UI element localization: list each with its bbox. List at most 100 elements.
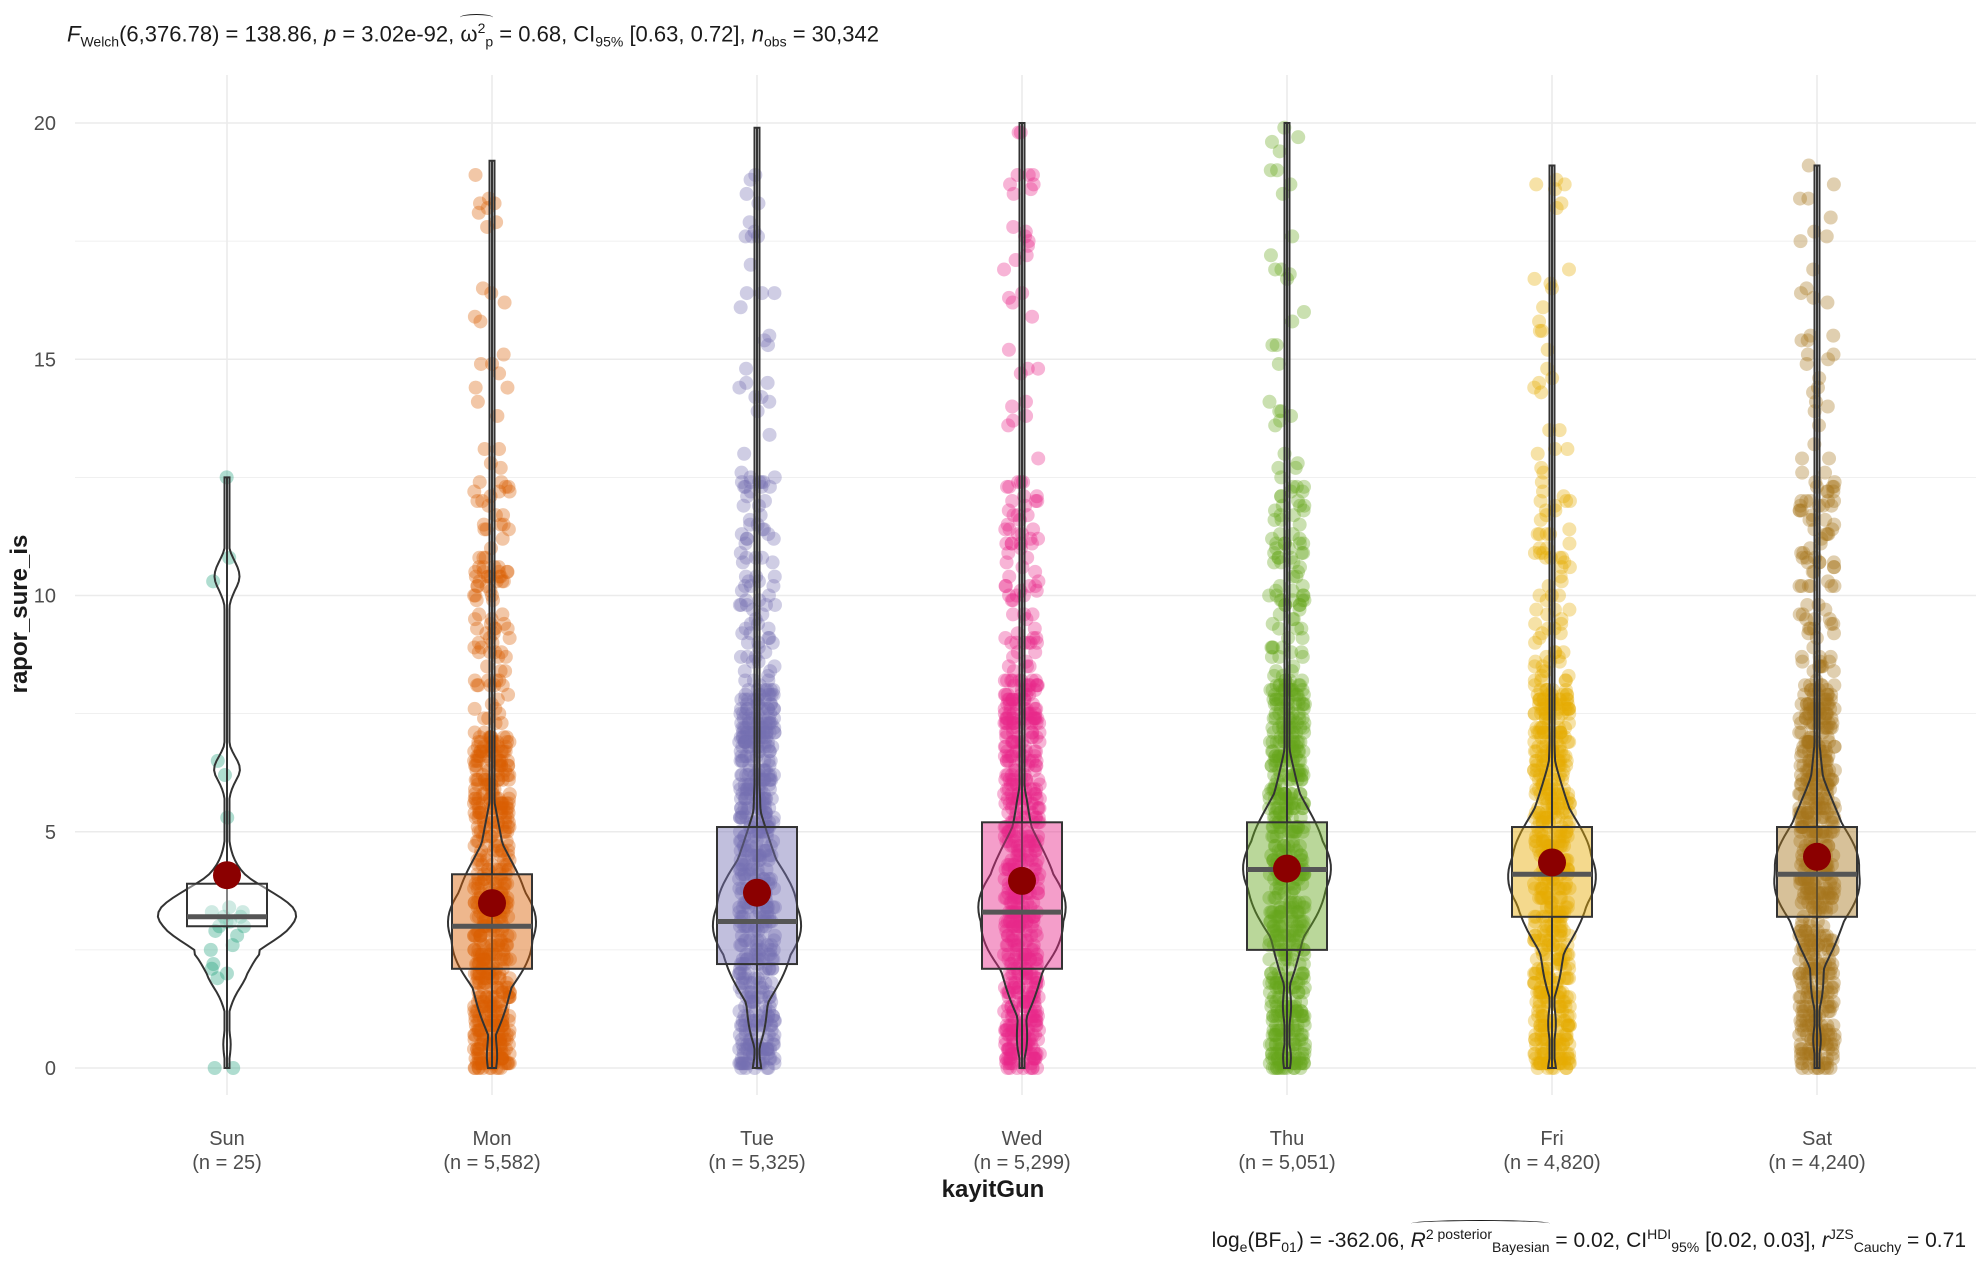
data-point <box>471 909 486 924</box>
data-point <box>738 706 753 721</box>
data-point <box>495 678 510 693</box>
data-point <box>470 881 485 896</box>
data-point <box>1826 994 1841 1009</box>
data-point <box>1826 177 1841 192</box>
data-point <box>732 777 747 792</box>
data-point <box>764 938 779 953</box>
data-point <box>1029 631 1044 646</box>
data-point <box>474 843 489 858</box>
data-point <box>471 749 486 764</box>
data-point <box>500 801 515 816</box>
data-point <box>494 980 509 995</box>
data-point <box>467 673 482 688</box>
data-point <box>492 758 507 773</box>
data-point <box>747 848 762 863</box>
data-point <box>473 805 488 820</box>
data-point <box>1020 238 1035 253</box>
data-point <box>764 848 779 863</box>
data-point <box>739 947 754 962</box>
data-point <box>741 683 756 697</box>
data-point <box>1269 541 1284 556</box>
data-point <box>471 805 486 820</box>
data-point <box>767 286 782 301</box>
data-point <box>738 857 753 872</box>
data-point <box>737 867 752 882</box>
data-point <box>739 531 754 546</box>
data-point <box>472 805 487 820</box>
data-point <box>479 848 494 863</box>
x-tick-count: (n = 25) <box>192 1152 261 1174</box>
data-point <box>735 786 750 801</box>
data-point <box>1006 1056 1021 1071</box>
data-point <box>492 442 507 457</box>
data-point <box>203 942 218 957</box>
data-point <box>483 938 498 953</box>
data-point <box>468 1061 483 1075</box>
data-point <box>492 753 507 768</box>
data-point <box>764 975 779 990</box>
data-point <box>493 569 508 584</box>
box-mon <box>451 873 533 970</box>
data-point <box>1029 583 1044 598</box>
data-point <box>467 1027 482 1042</box>
data-point <box>1820 527 1835 542</box>
data-point <box>467 1042 482 1057</box>
data-point <box>499 1056 514 1071</box>
data-point <box>732 872 747 886</box>
data-point <box>1528 1032 1543 1047</box>
data-point <box>471 975 486 990</box>
data-point <box>469 796 484 811</box>
data-point <box>1806 290 1821 305</box>
data-point <box>495 1018 510 1033</box>
data-point <box>468 167 483 182</box>
data-point <box>757 494 772 508</box>
data-point <box>471 1046 486 1061</box>
data-point <box>737 966 752 981</box>
data-point <box>204 961 219 976</box>
y-tick-label: 10 <box>34 586 56 608</box>
data-point <box>767 900 782 915</box>
data-point <box>762 772 777 787</box>
data-point <box>471 635 486 650</box>
data-point <box>495 938 510 953</box>
data-point <box>1824 498 1839 513</box>
data-point <box>479 853 494 868</box>
data-point <box>735 810 750 825</box>
data-point <box>469 1056 484 1071</box>
data-point <box>766 579 781 594</box>
data-point <box>497 853 512 868</box>
data-point <box>733 300 748 315</box>
data-point <box>762 394 777 409</box>
data-point <box>740 697 755 712</box>
data-point <box>500 564 515 579</box>
data-point <box>1793 286 1808 301</box>
data-point <box>1820 399 1835 414</box>
data-point <box>489 791 504 806</box>
data-point <box>473 928 488 943</box>
data-point <box>495 985 510 1000</box>
data-point <box>471 876 486 891</box>
data-point <box>740 782 755 797</box>
data-point <box>494 1046 509 1061</box>
data-point <box>743 484 758 499</box>
data-point <box>733 545 748 560</box>
data-point <box>1269 338 1284 353</box>
data-point <box>1264 640 1279 655</box>
data-point <box>734 801 749 816</box>
data-point <box>735 730 750 745</box>
data-point <box>500 928 515 943</box>
data-point <box>757 763 772 778</box>
data-point <box>471 824 486 839</box>
data-point <box>740 725 755 740</box>
data-point <box>761 853 776 868</box>
data-point <box>502 631 517 646</box>
data-point <box>761 1042 776 1057</box>
data-point <box>734 938 749 953</box>
data-point <box>472 475 487 490</box>
data-point <box>472 1042 487 1057</box>
data-point <box>735 1037 750 1052</box>
data-point <box>1262 394 1277 409</box>
data-point <box>1827 763 1842 778</box>
data-point <box>470 947 485 962</box>
